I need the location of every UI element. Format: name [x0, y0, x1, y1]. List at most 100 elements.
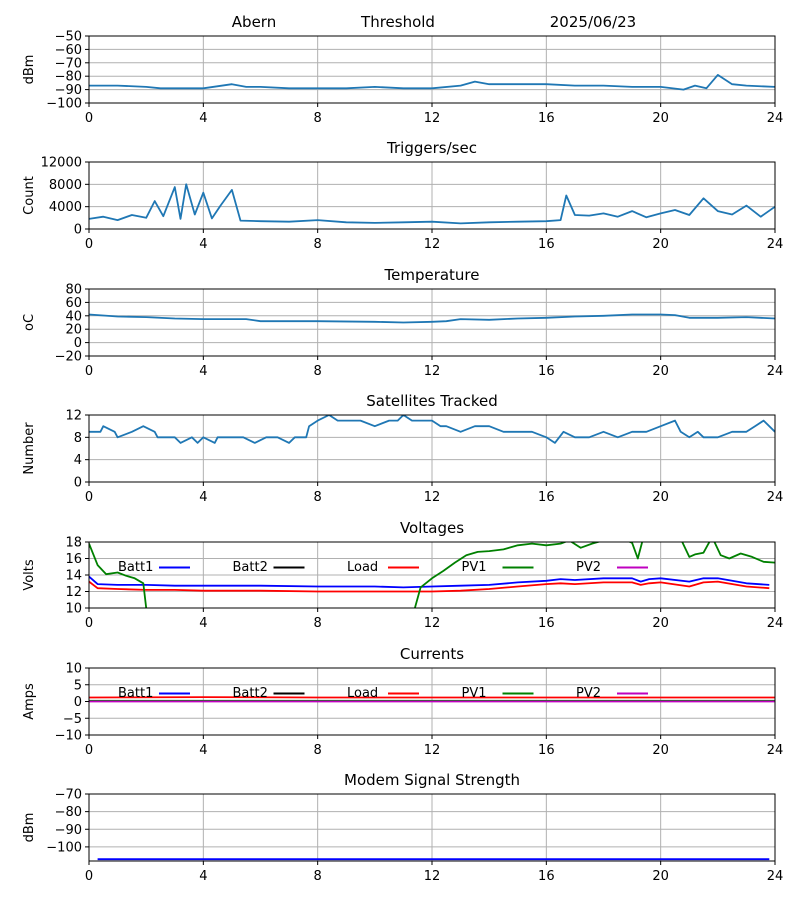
y-axis-label: dBm	[22, 55, 37, 85]
x-tick-label: 0	[85, 490, 93, 505]
legend: Batt1 Batt2 Load PV1 PV2	[118, 686, 648, 701]
x-tick-label: 16	[538, 743, 555, 758]
panel-triggers: 0 4 8 12 16 20 24 0 4000 8000 12000 Triggers/sec Cou…	[22, 139, 783, 252]
x-tick-label: 0	[85, 869, 93, 884]
y-tick-label: 4	[74, 453, 82, 468]
x-tick-label: 24	[767, 743, 784, 758]
x-tick-label: 24	[767, 364, 784, 379]
x-tick-label: 4	[199, 869, 207, 884]
x-tick-label: 4	[199, 237, 207, 252]
series-group	[89, 542, 775, 608]
x-tick-label: 20	[652, 490, 669, 505]
panel-title: Temperature	[383, 266, 479, 284]
panel-modem: 0 4 8 12 16 20 24 −100 −90 −80 −70 Modem Signal Str…	[22, 771, 783, 884]
y-tick-label: 12000	[41, 156, 82, 171]
y-tick-label: −80	[55, 805, 82, 820]
x-tick-label: 20	[652, 616, 669, 631]
y-tick-label: −50	[55, 30, 82, 45]
legend-label-load: Load	[347, 560, 378, 575]
y-axis-label: Count	[22, 176, 37, 215]
series-group	[89, 183, 775, 225]
legend-label-load: Load	[347, 686, 378, 701]
y-tick-label: 80	[65, 283, 82, 298]
legend-label-pv2: PV2	[576, 560, 601, 575]
x-tick-label: 24	[767, 490, 784, 505]
legend-label-batt1: Batt1	[118, 686, 153, 701]
x-tick-label: 0	[85, 237, 93, 252]
y-tick-label: −100	[46, 840, 82, 855]
series-group	[89, 415, 775, 444]
legend-label-pv1: PV1	[462, 686, 487, 701]
y-tick-label: 0	[74, 223, 82, 238]
x-tick-label: 4	[199, 616, 207, 631]
y-tick-label: 14	[65, 569, 82, 584]
series-line-load	[89, 580, 770, 593]
legend-label-batt2: Batt2	[233, 686, 268, 701]
panel-title: Triggers/sec	[386, 139, 477, 157]
panel-satellites: 0 4 8 12 16 20 24 0 4 8 12 Satellites Tracked Number	[22, 392, 783, 505]
y-tick-label: −60	[55, 43, 82, 58]
x-tick-label: 8	[314, 616, 322, 631]
x-tick-label: 20	[652, 743, 669, 758]
y-axis-label: dBm	[22, 813, 37, 843]
series-group	[89, 696, 775, 703]
y-tick-label: −20	[55, 350, 82, 365]
series-line-main	[89, 415, 775, 444]
y-tick-label: −100	[46, 97, 82, 112]
y-axis-label: Amps	[22, 683, 37, 720]
y-tick-label: 16	[65, 552, 82, 567]
y-tick-label: 0	[74, 336, 82, 351]
y-tick-label: 4000	[49, 200, 82, 215]
x-tick-label: 16	[538, 490, 555, 505]
x-tick-label: 8	[314, 364, 322, 379]
x-tick-label: 24	[767, 111, 784, 126]
x-tick-label: 12	[424, 237, 441, 252]
y-tick-label: 8	[74, 431, 82, 446]
x-tick-label: 24	[767, 869, 784, 884]
y-axis-label: Volts	[22, 559, 37, 591]
y-tick-label: −80	[55, 70, 82, 85]
x-tick-label: 20	[652, 364, 669, 379]
x-tick-label: 24	[767, 616, 784, 631]
y-tick-label: 40	[65, 309, 82, 324]
y-tick-label: 0	[74, 476, 82, 491]
x-tick-label: 16	[538, 364, 555, 379]
x-tick-label: 8	[314, 869, 322, 884]
y-tick-label: −5	[63, 712, 82, 727]
x-tick-label: 0	[85, 743, 93, 758]
panel-title: Voltages	[400, 519, 464, 537]
x-tick-label: 8	[314, 490, 322, 505]
x-tick-label: 16	[538, 237, 555, 252]
y-tick-label: 0	[74, 695, 82, 710]
x-tick-label: 16	[538, 869, 555, 884]
x-tick-label: 4	[199, 490, 207, 505]
panel-signal: 0 4 8 12 16 20 24 −100−90−80−70−60−50 dBm	[22, 30, 783, 127]
x-tick-label: 16	[538, 111, 555, 126]
legend: Batt1 Batt2 Load PV1 PV2	[118, 560, 648, 575]
y-tick-label: −90	[55, 823, 82, 838]
x-tick-label: 12	[424, 869, 441, 884]
legend-label-batt1: Batt1	[118, 560, 153, 575]
x-tick-label: 4	[199, 364, 207, 379]
header-site: Abern	[232, 13, 276, 31]
x-tick-label: 20	[652, 869, 669, 884]
x-tick-label: 4	[199, 111, 207, 126]
y-axis-label: Number	[22, 422, 37, 475]
y-axis-label: oC	[22, 314, 37, 331]
x-tick-label: 8	[314, 743, 322, 758]
y-tick-label: 20	[65, 323, 82, 338]
y-tick-label: −70	[55, 56, 82, 71]
x-tick-label: 16	[538, 616, 555, 631]
series-group	[89, 74, 775, 91]
y-tick-label: 60	[65, 296, 82, 311]
legend-label-pv2: PV2	[576, 686, 601, 701]
y-tick-label: 5	[74, 678, 82, 693]
x-tick-label: 8	[314, 111, 322, 126]
x-tick-label: 20	[652, 111, 669, 126]
x-tick-label: 20	[652, 237, 669, 252]
x-tick-label: 8	[314, 237, 322, 252]
